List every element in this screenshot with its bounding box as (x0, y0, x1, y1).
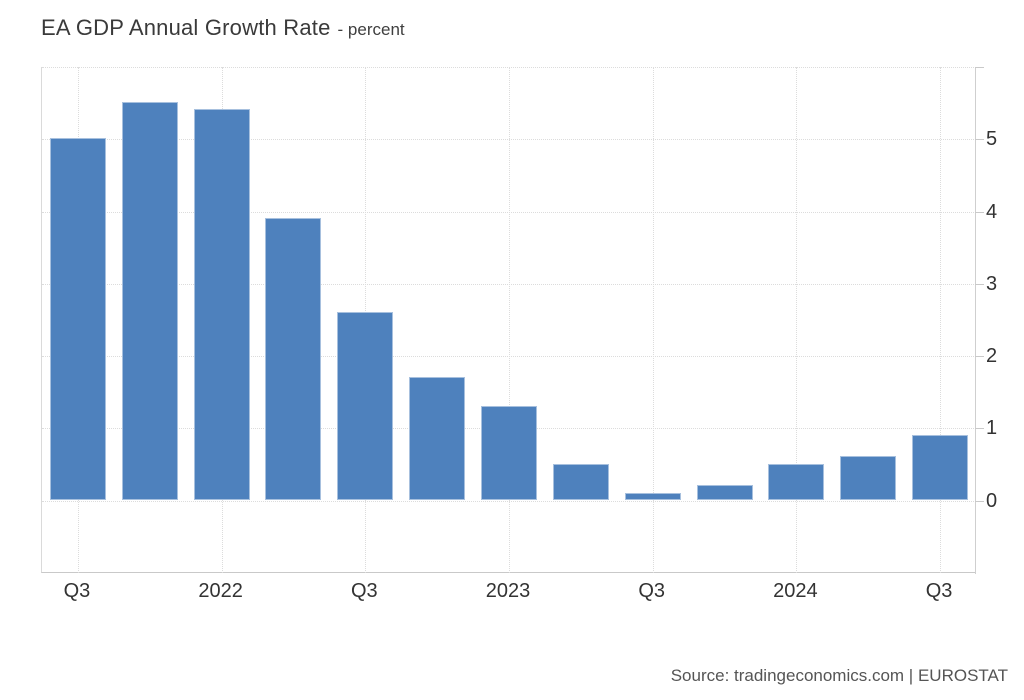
v-gridline (940, 67, 942, 573)
y-tick (975, 211, 984, 213)
x-axis: Q3 2022 Q3 2023 Q3 2024 Q3 (41, 574, 975, 604)
y-tick (975, 139, 984, 141)
bar[interactable] (337, 311, 394, 500)
bar[interactable] (193, 109, 250, 500)
chart-subtitle-unit: - percent (337, 20, 405, 39)
bar[interactable] (481, 405, 537, 500)
y-tick (975, 356, 984, 358)
bar[interactable] (768, 463, 825, 500)
v-gridline (652, 67, 654, 573)
bar[interactable] (49, 138, 106, 500)
chart-header: EA GDP Annual Growth Rate - percent (41, 15, 405, 41)
x-tick-label: 2023 (485, 580, 531, 602)
bar[interactable] (121, 102, 178, 500)
plot-area (41, 67, 976, 573)
y-tick-label: 1 (986, 417, 998, 440)
y-tick-label: 2 (986, 345, 998, 368)
y-tick (975, 67, 984, 68)
x-tick-label: Q3 (63, 580, 91, 602)
v-gridline (796, 67, 798, 573)
y-tick-label: 4 (986, 200, 998, 223)
y-tick (975, 283, 984, 285)
source-credit: Source: tradingeconomics.com | EUROSTAT (670, 666, 1008, 685)
bar[interactable] (552, 463, 609, 500)
bar[interactable] (409, 376, 466, 500)
v-gridline (509, 67, 510, 573)
bar[interactable] (840, 456, 897, 500)
x-tick-label: Q3 (638, 580, 666, 602)
x-tick-label: 2024 (773, 580, 818, 602)
y-axis-line (975, 67, 976, 574)
x-tick-label: Q3 (925, 580, 953, 602)
bar[interactable] (624, 492, 681, 500)
bar[interactable] (696, 485, 753, 500)
y-tick (975, 500, 984, 502)
bar[interactable] (912, 434, 969, 500)
x-tick-label: Q3 (350, 580, 378, 602)
y-tick (975, 428, 984, 430)
bar[interactable] (265, 217, 322, 500)
y-tick-label: 3 (986, 272, 998, 295)
y-tick-label: 0 (986, 489, 998, 512)
y-tick-label: 5 (986, 128, 998, 151)
chart-title: EA GDP Annual Growth Rate (41, 15, 331, 40)
x-tick-label: 2022 (198, 580, 243, 602)
